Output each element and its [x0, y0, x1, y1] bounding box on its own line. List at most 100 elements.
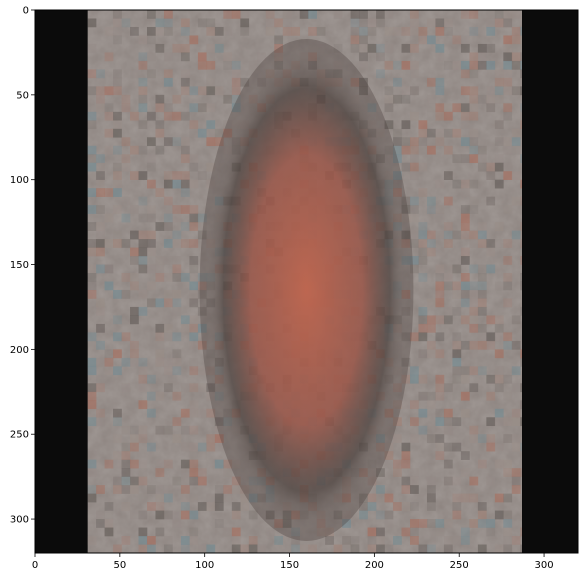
image-pixel	[206, 434, 216, 444]
image-pixel	[163, 493, 173, 503]
image-pixel	[418, 26, 428, 36]
image-pixel	[197, 442, 207, 452]
image-pixel	[511, 485, 521, 494]
image-pixel	[130, 485, 139, 494]
image-pixel	[231, 527, 241, 537]
image-pixel	[494, 349, 504, 359]
image-pixel	[460, 222, 470, 231]
image-pixel	[96, 188, 105, 197]
image-pixel	[486, 442, 496, 452]
image-pixel	[469, 179, 479, 189]
image-pixel	[503, 374, 513, 384]
image-pixel	[367, 476, 377, 486]
image-pixel	[223, 485, 233, 494]
image-pixel	[240, 10, 250, 19]
image-pixel	[274, 35, 284, 45]
image-pixel	[146, 536, 156, 545]
image-pixel	[87, 145, 97, 155]
image-pixel	[155, 459, 165, 469]
image-pixel	[197, 171, 207, 180]
image-pixel	[486, 26, 496, 36]
y-tick-label: 300	[10, 515, 29, 526]
image-pixel	[410, 171, 419, 180]
image-pixel	[172, 230, 182, 240]
image-pixel	[163, 171, 173, 180]
image-pixel	[138, 434, 148, 444]
image-pixel	[410, 476, 419, 486]
image-pixel	[189, 400, 199, 410]
image-pixel	[231, 502, 241, 511]
left-black-border	[35, 10, 88, 553]
image-pixel	[426, 315, 436, 325]
image-pixel	[96, 519, 105, 528]
image-pixel	[367, 536, 377, 545]
image-pixel	[172, 111, 182, 121]
image-pixel	[130, 273, 139, 282]
image-pixel	[452, 357, 462, 367]
image-pixel	[146, 502, 156, 511]
image-pixel	[426, 247, 436, 257]
image-pixel	[155, 502, 165, 511]
image-pixel	[477, 519, 487, 528]
image-pixel	[113, 485, 122, 494]
image-pixel	[155, 425, 165, 435]
image-pixel	[435, 52, 445, 62]
image-pixel	[282, 18, 292, 28]
image-pixel	[214, 442, 224, 452]
image-pixel	[146, 544, 156, 553]
image-pixel	[469, 103, 479, 113]
image-pixel	[410, 332, 419, 342]
image-pixel	[511, 366, 521, 376]
image-pixel	[206, 60, 216, 70]
image-pixel	[359, 502, 368, 511]
image-pixel	[469, 315, 479, 325]
image-pixel	[503, 434, 513, 444]
image-pixel	[435, 213, 445, 223]
image-pixel	[443, 103, 453, 113]
image-pixel	[486, 247, 496, 257]
image-pixel	[96, 374, 105, 384]
image-pixel	[308, 544, 317, 553]
image-pixel	[418, 188, 428, 197]
image-pixel	[180, 544, 190, 553]
image-pixel	[163, 69, 173, 79]
image-pixel	[197, 289, 207, 299]
image-pixel	[96, 510, 105, 520]
image-pixel	[163, 111, 173, 121]
image-pixel	[189, 383, 199, 393]
image-pixel	[418, 145, 428, 155]
image-pixel	[503, 35, 513, 45]
image-pixel	[435, 43, 445, 53]
image-pixel	[443, 128, 453, 138]
image-pixel	[469, 476, 479, 486]
image-pixel	[469, 154, 479, 164]
image-pixel	[172, 94, 182, 104]
image-pixel	[172, 213, 182, 223]
image-pixel	[96, 323, 105, 333]
image-pixel	[121, 213, 131, 223]
image-pixel	[172, 273, 182, 282]
image-pixel	[384, 459, 394, 469]
image-pixel	[418, 230, 428, 240]
image-pixel	[155, 527, 165, 537]
image-pixel	[410, 60, 419, 70]
image-pixel	[477, 323, 487, 333]
image-pixel	[401, 43, 411, 53]
image-pixel	[452, 179, 462, 189]
image-pixel	[138, 476, 148, 486]
image-pixel	[486, 196, 496, 206]
image-pixel	[393, 77, 402, 87]
image-pixel	[511, 434, 521, 444]
image-pixel	[104, 26, 114, 36]
image-pixel	[494, 510, 504, 520]
image-pixel	[214, 128, 224, 138]
image-pixel	[130, 459, 139, 469]
image-pixel	[426, 493, 436, 503]
image-pixel	[206, 502, 216, 511]
image-pixel	[426, 502, 436, 511]
image-pixel	[121, 536, 131, 545]
image-pixel	[359, 77, 368, 87]
image-pixel	[155, 357, 165, 367]
image-pixel	[96, 239, 105, 248]
image-pixel	[172, 349, 182, 359]
